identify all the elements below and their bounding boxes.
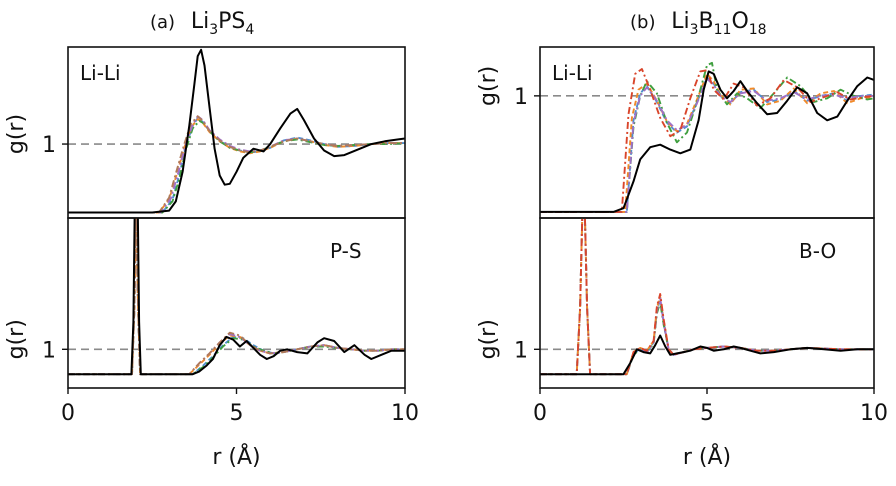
x-tick-label-b-bottom-5: 5	[700, 401, 714, 426]
panel-a-letter: (a)	[150, 12, 175, 33]
x-tick-label-a-bottom-10: 10	[391, 401, 419, 426]
y-tick-label-a-bottom: 1	[42, 338, 56, 363]
series-model-5-b-top	[540, 68, 874, 213]
panel-b-title: (b) Li3B11O18	[630, 9, 767, 38]
series-group-b-top	[540, 61, 874, 213]
panel-a-title: (a) Li3PS4	[150, 9, 254, 38]
panel-b-letter: (b)	[630, 12, 655, 33]
y-tick-label-b-top: 1	[514, 85, 528, 110]
series-model-1-b-top	[540, 76, 874, 213]
panel-b-bottom: 1 g(r) B-O 0 5 10 r (Å)	[476, 217, 888, 470]
x-tick-label-a-bottom-0: 0	[61, 401, 75, 426]
y-tick-label-a-top: 1	[42, 133, 56, 158]
series-group-a-top	[68, 48, 405, 214]
series-reference-a-bottom	[68, 218, 405, 376]
panel-b-top: 1 g(r) Li-Li	[476, 46, 875, 219]
x-tick-label-b-bottom-10: 10	[860, 401, 888, 426]
series-reference-b-top	[540, 70, 874, 213]
pair-label-a-bottom: P-S	[330, 239, 362, 263]
pair-label-b-top: Li-Li	[552, 61, 593, 85]
y-axis-label-a-bottom: g(r)	[4, 319, 29, 359]
series-model-5-a-top	[68, 115, 405, 214]
series-group-b-bottom	[540, 218, 874, 376]
x-tick-label-b-bottom-0: 0	[533, 401, 547, 426]
series-model-1-a-top	[68, 117, 405, 214]
pair-label-b-bottom: B-O	[799, 239, 836, 263]
panel-a-top: 1 g(r) Li-Li	[4, 46, 406, 219]
panel-a-bottom: 1 g(r) P-S 0 5 10 r (Å)	[4, 217, 419, 470]
series-model-2-a-top	[68, 118, 405, 214]
y-tick-label-b-bottom: 1	[514, 338, 528, 363]
series-group-a-bottom	[68, 218, 405, 376]
y-axis-label-a-top: g(r)	[4, 114, 29, 154]
series-model-3-a-top	[68, 119, 405, 214]
series-model-5-b-bottom	[540, 218, 874, 376]
series-model-4-b-top	[540, 77, 874, 213]
x-axis-label-a-bottom: r (Å)	[212, 443, 260, 470]
series-model-3-b-top	[540, 61, 874, 213]
series-model-4-a-top	[68, 115, 405, 214]
series-model-2-a-bottom	[68, 218, 405, 376]
x-tick-label-a-bottom-5: 5	[230, 401, 244, 426]
y-axis-label-b-top: g(r)	[476, 66, 501, 106]
x-axis-label-b-bottom: r (Å)	[683, 443, 731, 470]
series-reference-a-top	[68, 48, 405, 214]
pair-label-a-top: Li-Li	[80, 61, 121, 85]
y-axis-label-b-bottom: g(r)	[476, 319, 501, 359]
plots-layer: 1 g(r) Li-Li 1 g(r) P-S 0 5 10 r (Å) 1 g(r) Li-Li 1 g(…	[4, 46, 888, 470]
series-reference-b-bottom	[540, 334, 874, 376]
